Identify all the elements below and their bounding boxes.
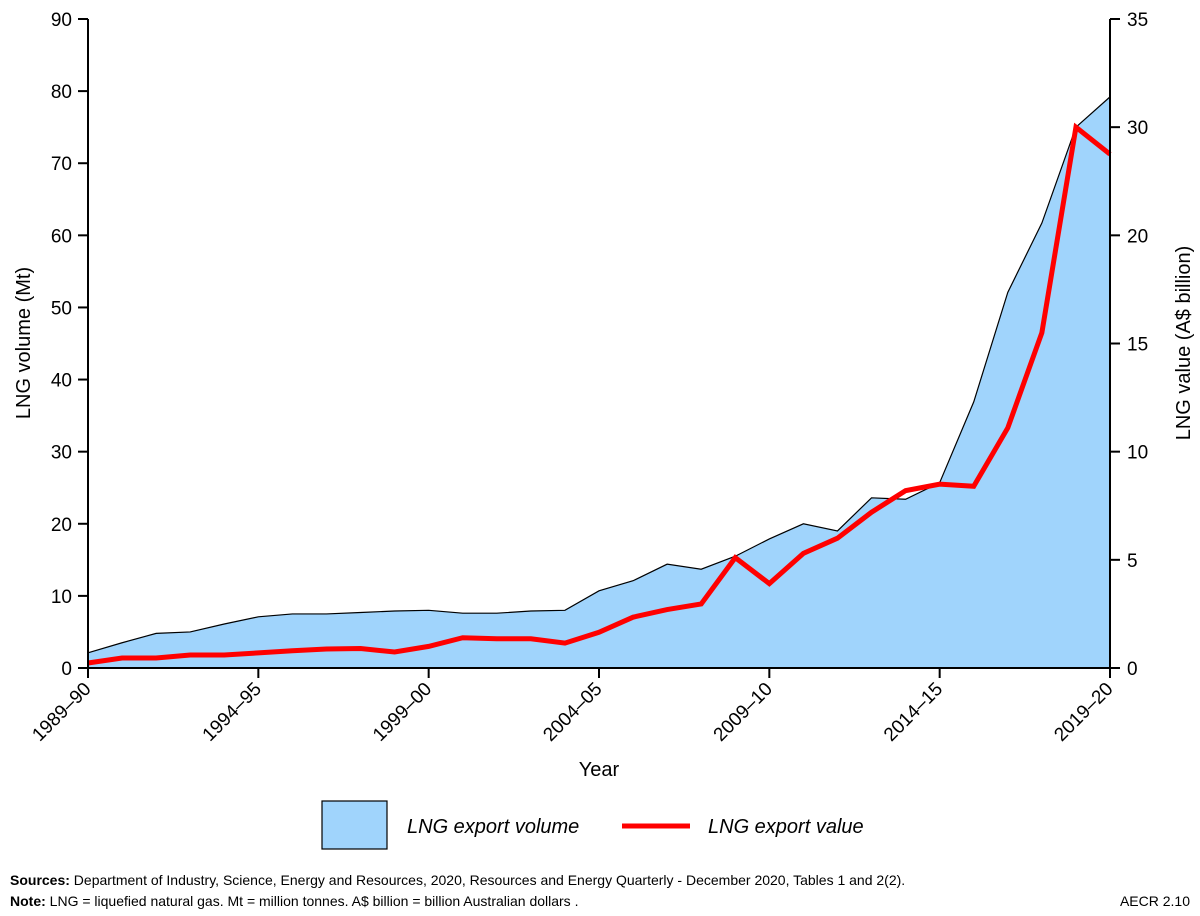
y-right-tick-label: 20 [1127, 226, 1148, 247]
y-right-tick-label: 35 [1127, 10, 1148, 31]
x-tick-label: 2009–10 [710, 679, 777, 746]
y-right-tick-label: 0 [1127, 659, 1138, 680]
y-right-tick-label: 15 [1127, 335, 1148, 356]
y-left-tick-label: 80 [51, 82, 72, 103]
y-axis-left-title: LNG volume (Mt) [13, 267, 35, 419]
legend-label-volume: LNG export volume [407, 816, 579, 838]
x-tick-label: 1989–90 [28, 679, 95, 746]
x-tick-label: 2019–20 [1050, 679, 1117, 746]
sources-label: Sources: [10, 872, 70, 888]
legend-label-value: LNG export value [708, 816, 864, 838]
y-right-tick-label: 30 [1127, 118, 1148, 139]
x-tick-label: 2014–15 [880, 679, 947, 746]
y-left-tick-label: 90 [51, 10, 72, 31]
y-left-tick-label: 70 [51, 154, 72, 175]
y-left-tick-label: 60 [51, 226, 72, 247]
note-text: LNG = liquefied natural gas. Mt = millio… [45, 893, 579, 909]
legend: LNG export volume LNG export value [321, 800, 864, 850]
note: Note: LNG = liquefied natural gas. Mt = … [10, 893, 578, 909]
figure-id: AECR 2.10 [1119, 893, 1190, 909]
y-right-tick-label: 10 [1127, 443, 1148, 464]
y-left-tick-label: 30 [51, 443, 72, 464]
y-left-tick-label: 0 [61, 659, 72, 680]
sources-note: Sources: Department of Industry, Science… [10, 872, 905, 888]
volume-area [88, 96, 1110, 668]
x-tick-label: 1999–00 [369, 679, 436, 746]
note-label: Note: [10, 893, 46, 909]
y-left-tick-label: 50 [51, 298, 72, 319]
value-line [87, 122, 1112, 666]
sources-text: Department of Industry, Science, Energy … [69, 872, 906, 888]
plot-area: 0 10 20 30 40 50 60 70 80 90 0 5 10 15 20 30 35 1989–90 19… [28, 10, 1148, 746]
y-left-tick-label: 40 [51, 371, 72, 392]
legend-swatch-volume [321, 800, 388, 850]
x-axis-title: Year [579, 759, 620, 781]
y-left-tick-label: 20 [51, 515, 72, 536]
y-axis-right-title: LNG value (A$ billion) [1173, 246, 1195, 441]
y-left-tick-label: 10 [51, 587, 72, 608]
x-tick-label: 1994–95 [199, 679, 266, 746]
y-right-tick-label: 5 [1127, 551, 1138, 572]
x-tick-label: 2004–05 [539, 679, 606, 746]
